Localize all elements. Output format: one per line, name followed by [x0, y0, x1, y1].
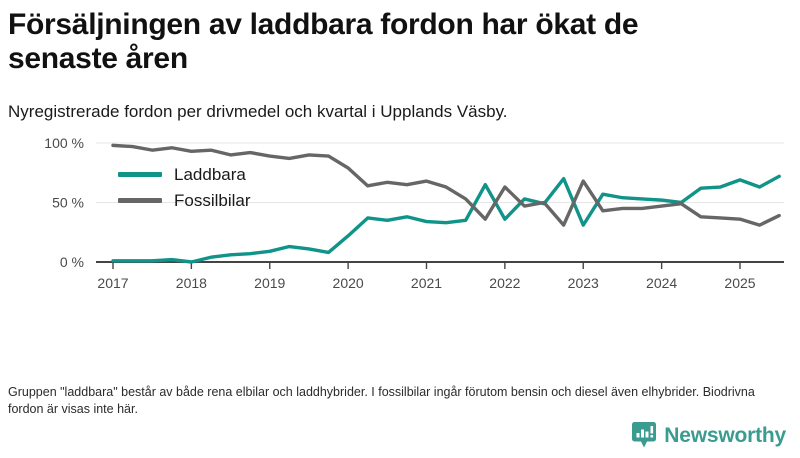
x-axis-tick-label: 2019	[254, 275, 285, 291]
legend-swatch-laddbara	[118, 172, 162, 178]
bar-chart-speech-bubble-icon	[632, 422, 657, 448]
chart-page: Försäljningen av laddbara fordon har öka…	[0, 8, 800, 458]
y-axis-tick-label: 50 %	[52, 194, 84, 210]
legend-label-fossilbilar: Fossilbilar	[174, 191, 251, 211]
x-axis-tick-label: 2022	[489, 275, 520, 291]
series-line-fossilbilar	[111, 143, 781, 227]
page-title: Försäljningen av laddbara fordon har öka…	[8, 8, 639, 76]
chart-subtitle: Nyregistrerade fordon per drivmedel och …	[8, 102, 508, 122]
legend-item-fossilbilar[interactable]: Fossilbilar	[118, 191, 251, 211]
legend-swatch-fossilbilar	[118, 198, 162, 204]
x-axis-tick-label: 2018	[176, 275, 207, 291]
x-axis-tick-label: 2024	[646, 275, 677, 291]
chart-container: 0 % 50 % 100 % 2017 2018 2019 2020 2021 2022 2023…	[8, 137, 792, 312]
y-axis-tick-label: 100 %	[44, 137, 84, 151]
legend-item-laddbara[interactable]: Laddbara	[118, 165, 251, 185]
x-axis-tick-label: 2020	[333, 275, 364, 291]
x-axis-tick-label: 2023	[568, 275, 599, 291]
brand-name: Newsworthy	[664, 424, 786, 447]
brand-logo[interactable]: Newsworthy	[631, 422, 786, 450]
chart-legend: Laddbara Fossilbilar	[118, 165, 251, 211]
x-axis-tick-label: 2021	[411, 275, 442, 291]
series-line-laddbara	[111, 174, 781, 264]
y-axis-tick-label: 0 %	[60, 254, 84, 270]
x-axis-tick-label: 2025	[724, 275, 755, 291]
chart-footnote: Gruppen "laddbara" består av både rena e…	[8, 385, 755, 416]
line-chart: 0 % 50 % 100 % 2017 2018 2019 2020 2021 2022 2023…	[44, 137, 784, 291]
x-axis-tick-label: 2017	[97, 275, 128, 291]
legend-label-laddbara: Laddbara	[174, 165, 246, 185]
